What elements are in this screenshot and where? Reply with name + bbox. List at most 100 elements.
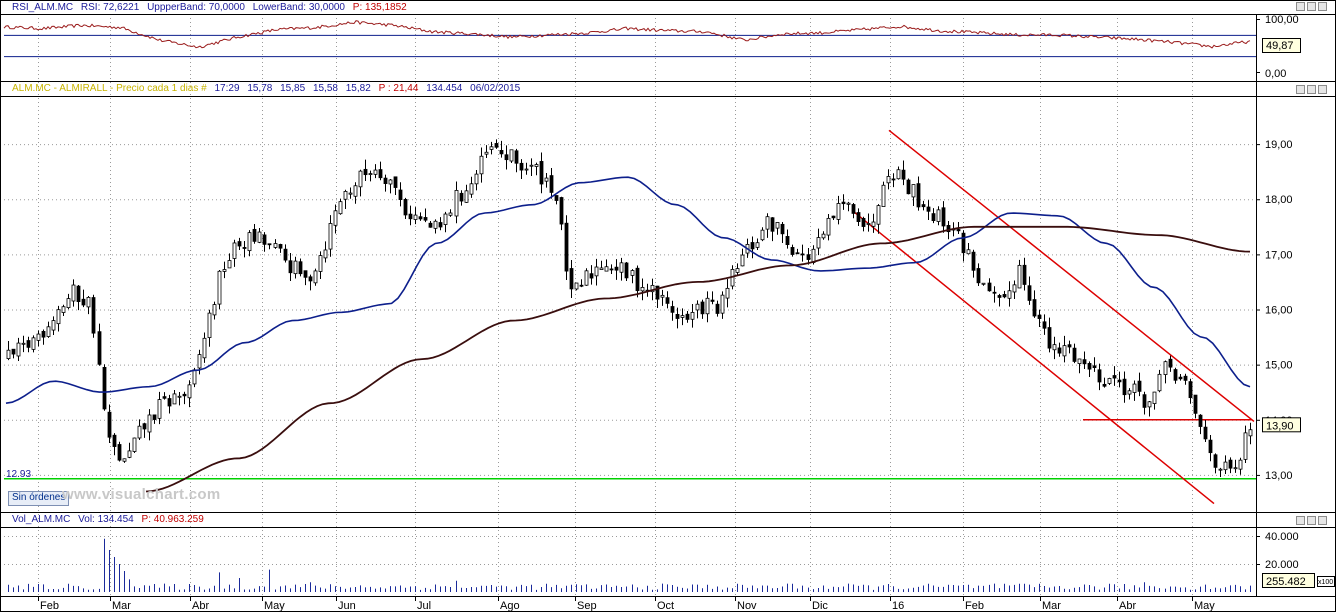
candle-body <box>237 241 242 247</box>
x-tick-label: Jul <box>417 600 431 612</box>
candle-body <box>1017 264 1022 289</box>
candle-body <box>871 221 876 227</box>
candle-body <box>1062 345 1067 357</box>
candle-body <box>207 312 212 338</box>
price-y-tick-label: 19,00 <box>1265 139 1293 151</box>
candle-body <box>876 205 881 225</box>
candle-body <box>1198 414 1203 427</box>
close-icon[interactable] <box>1318 516 1327 525</box>
candle-body <box>524 168 529 171</box>
maximize-icon[interactable] <box>1307 516 1316 525</box>
candle-body <box>1042 321 1047 329</box>
x-tick-label: Mar <box>1042 600 1061 612</box>
minimize-icon[interactable] <box>1296 2 1305 11</box>
candle-body <box>1067 344 1072 348</box>
candle-body <box>187 384 192 399</box>
rsi-line <box>3 20 1251 49</box>
candle-body <box>413 214 418 220</box>
candle-body <box>97 331 102 365</box>
rsi-panel <box>3 20 1256 58</box>
candle-body <box>479 155 484 175</box>
price-y-tick-label: 18,00 <box>1265 194 1293 206</box>
candle-body <box>137 425 142 439</box>
candle-body <box>303 270 308 278</box>
candle-body <box>775 222 780 229</box>
minimize-icon[interactable] <box>1296 516 1305 525</box>
candle-body <box>267 243 272 246</box>
minimize-icon[interactable] <box>1296 85 1305 94</box>
candle-body <box>539 161 544 185</box>
candle-body <box>851 204 856 214</box>
rsi-window-controls[interactable] <box>1296 2 1330 12</box>
candle-body <box>117 444 122 461</box>
candle-body <box>836 203 841 220</box>
candle-body <box>780 223 785 235</box>
last-price-box <box>1262 417 1301 433</box>
candle-body <box>182 393 187 397</box>
candle-body <box>911 184 916 198</box>
candle-body <box>1213 454 1218 468</box>
candle-body <box>323 249 328 259</box>
candle-body <box>1203 426 1208 440</box>
candle-body <box>383 177 388 185</box>
volume-window-controls[interactable] <box>1296 516 1330 526</box>
candle-body <box>800 253 805 256</box>
candle-body <box>901 169 906 180</box>
candle-body <box>700 301 705 315</box>
price-header-name: ALM.MC - ALMIRALL - Precio cada 1 dias # <box>12 83 207 94</box>
maximize-icon[interactable] <box>1307 2 1316 11</box>
candle-body <box>438 222 443 228</box>
close-icon[interactable] <box>1318 2 1327 11</box>
candle-body <box>273 243 278 248</box>
candle-body <box>589 273 594 279</box>
candle-body <box>278 244 283 249</box>
candle-body <box>66 298 71 309</box>
candle-body <box>956 229 961 232</box>
orders-button[interactable]: Sin órdenes <box>8 491 70 506</box>
close-icon[interactable] <box>1318 85 1327 94</box>
watermark: www.visualchart.com <box>62 486 221 503</box>
candle-body <box>1127 390 1132 395</box>
candle-body <box>21 342 26 345</box>
volume-last-value-label: 255.482 <box>1266 576 1306 588</box>
candle-body <box>348 192 353 195</box>
candle-body <box>992 291 997 294</box>
candle-body <box>76 285 81 303</box>
price-window-controls[interactable] <box>1296 85 1330 95</box>
moving-average-long <box>145 225 1251 493</box>
candle-body <box>554 195 559 201</box>
candle-body <box>1243 432 1248 460</box>
maximize-icon[interactable] <box>1307 85 1316 94</box>
candle-body <box>162 396 167 399</box>
candle-body <box>499 150 504 155</box>
candle-body <box>494 143 499 148</box>
candle-body <box>398 189 403 200</box>
candle-body <box>740 254 745 267</box>
candle-body <box>61 306 66 313</box>
candle-body <box>454 190 459 217</box>
candle-body <box>443 213 448 225</box>
x-tick-label: Abr <box>1119 600 1136 612</box>
volume-header-p: P: 40.963.259 <box>141 514 204 525</box>
candle-body <box>1092 365 1097 369</box>
candle-body <box>338 201 343 215</box>
candle-body <box>1057 347 1062 354</box>
candle-body <box>705 297 710 315</box>
x-tick-label: Oct <box>657 600 674 612</box>
price-header: ALM.MC - ALMIRALL - Precio cada 1 dias #… <box>12 83 525 95</box>
candle-body <box>393 176 398 188</box>
axis-labels: Feb Mar Abr May Jun Jul Ago Sep Oct Nov Dic 16 Feb Ma… <box>38 14 1335 612</box>
candle-body <box>1173 369 1178 381</box>
candle-body <box>242 247 247 249</box>
candle-body <box>1157 373 1162 392</box>
candle-body <box>976 268 981 284</box>
candle-body <box>308 276 313 282</box>
candle-body <box>1132 383 1137 393</box>
candle-body <box>584 270 589 286</box>
candle-body <box>564 222 569 272</box>
candle-body <box>1122 378 1127 396</box>
candle-body <box>167 398 172 407</box>
x-tick-label: May <box>264 600 285 612</box>
candle-body <box>157 399 162 419</box>
candle-body <box>1178 376 1183 380</box>
